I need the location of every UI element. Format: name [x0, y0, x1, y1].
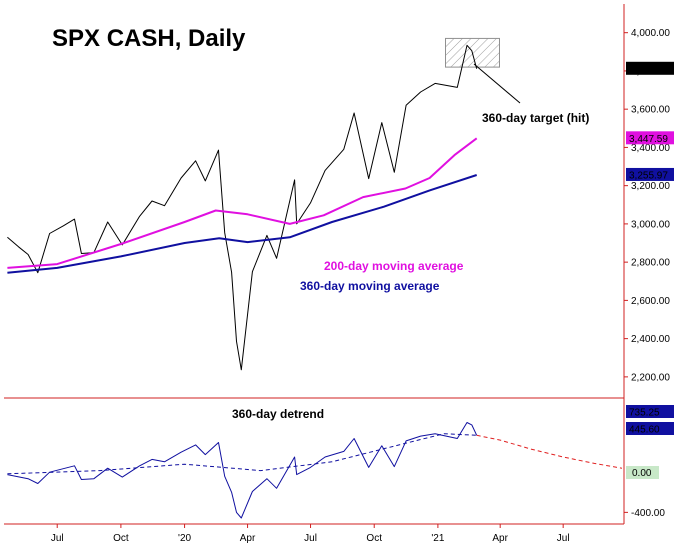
price-series-layer: [7, 44, 478, 371]
osc-y-ticks: -400.00: [624, 508, 665, 519]
price-series-2: [7, 174, 478, 274]
price-tick-label-0: 4,000.00: [631, 28, 670, 39]
osc-series-1: [7, 433, 477, 475]
osc-badge-1-text: 445.60: [629, 425, 660, 436]
price-badge-1-text: 3,447.59: [629, 134, 668, 145]
osc-series-0: [7, 422, 478, 519]
x-tick-label-3: Apr: [240, 533, 256, 544]
osc-badge-1-bg: [626, 422, 674, 435]
price-series-0: [7, 44, 478, 371]
price-badge-0-bg: [626, 61, 674, 75]
x-tick-label-4: Jul: [304, 533, 317, 544]
chart-title: SPX CASH, Daily: [52, 25, 246, 52]
price-badge-2-bg: [626, 167, 674, 181]
x-tick-label-5: Oct: [366, 533, 382, 544]
detrend-title: 360-day detrend: [232, 407, 324, 421]
x-tick-label-2: '20: [178, 533, 191, 544]
osc-badge-0-text: 735.25: [629, 408, 660, 419]
price-tick-label-3: 3,400.00: [631, 143, 670, 154]
ma360-annotation: 360-day moving average: [300, 279, 440, 293]
value-badges: 3,811.15 3,447.59 3,255.97 735.25 445.60: [626, 61, 674, 436]
x-tick-label-7: Apr: [492, 533, 508, 544]
x-tick-label-6: '21: [431, 533, 444, 544]
price-badge-2-text: 3,255.97: [629, 170, 668, 181]
price-tick-label-4: 3,200.00: [631, 181, 670, 192]
osc-series-2: [476, 434, 623, 469]
ma200-annotation: 200-day moving average: [324, 259, 464, 273]
price-badge-0-text: 3,811.15: [629, 64, 668, 75]
target-arrow-line: [473, 63, 521, 104]
price-tick-label-2: 3,600.00: [631, 105, 670, 116]
price-series-1: [7, 137, 478, 269]
price-badge-1-bg: [626, 131, 674, 145]
price-tick-label-7: 2,600.00: [631, 296, 670, 307]
osc-badge-0-bg: [626, 405, 674, 418]
price-tick-label-5: 3,000.00: [631, 219, 670, 230]
x-axis-ticks: Jul Oct '20 Apr Jul Oct '21 Apr Jul: [51, 524, 570, 544]
price-tick-label-9: 2,200.00: [631, 372, 670, 383]
zero-badge-text: 0.00: [632, 468, 652, 479]
x-tick-label-8: Jul: [557, 533, 570, 544]
price-tick-label-6: 2,800.00: [631, 258, 670, 269]
target-annotation: 360-day target (hit): [482, 111, 589, 125]
osc-series-layer: [7, 422, 623, 519]
x-tick-label-1: Oct: [113, 533, 129, 544]
price-tick-label-8: 2,400.00: [631, 334, 670, 345]
x-tick-label-0: Jul: [51, 533, 64, 544]
osc-tick-label-0: -400.00: [631, 508, 665, 519]
zero-badge-bg: [626, 466, 659, 479]
